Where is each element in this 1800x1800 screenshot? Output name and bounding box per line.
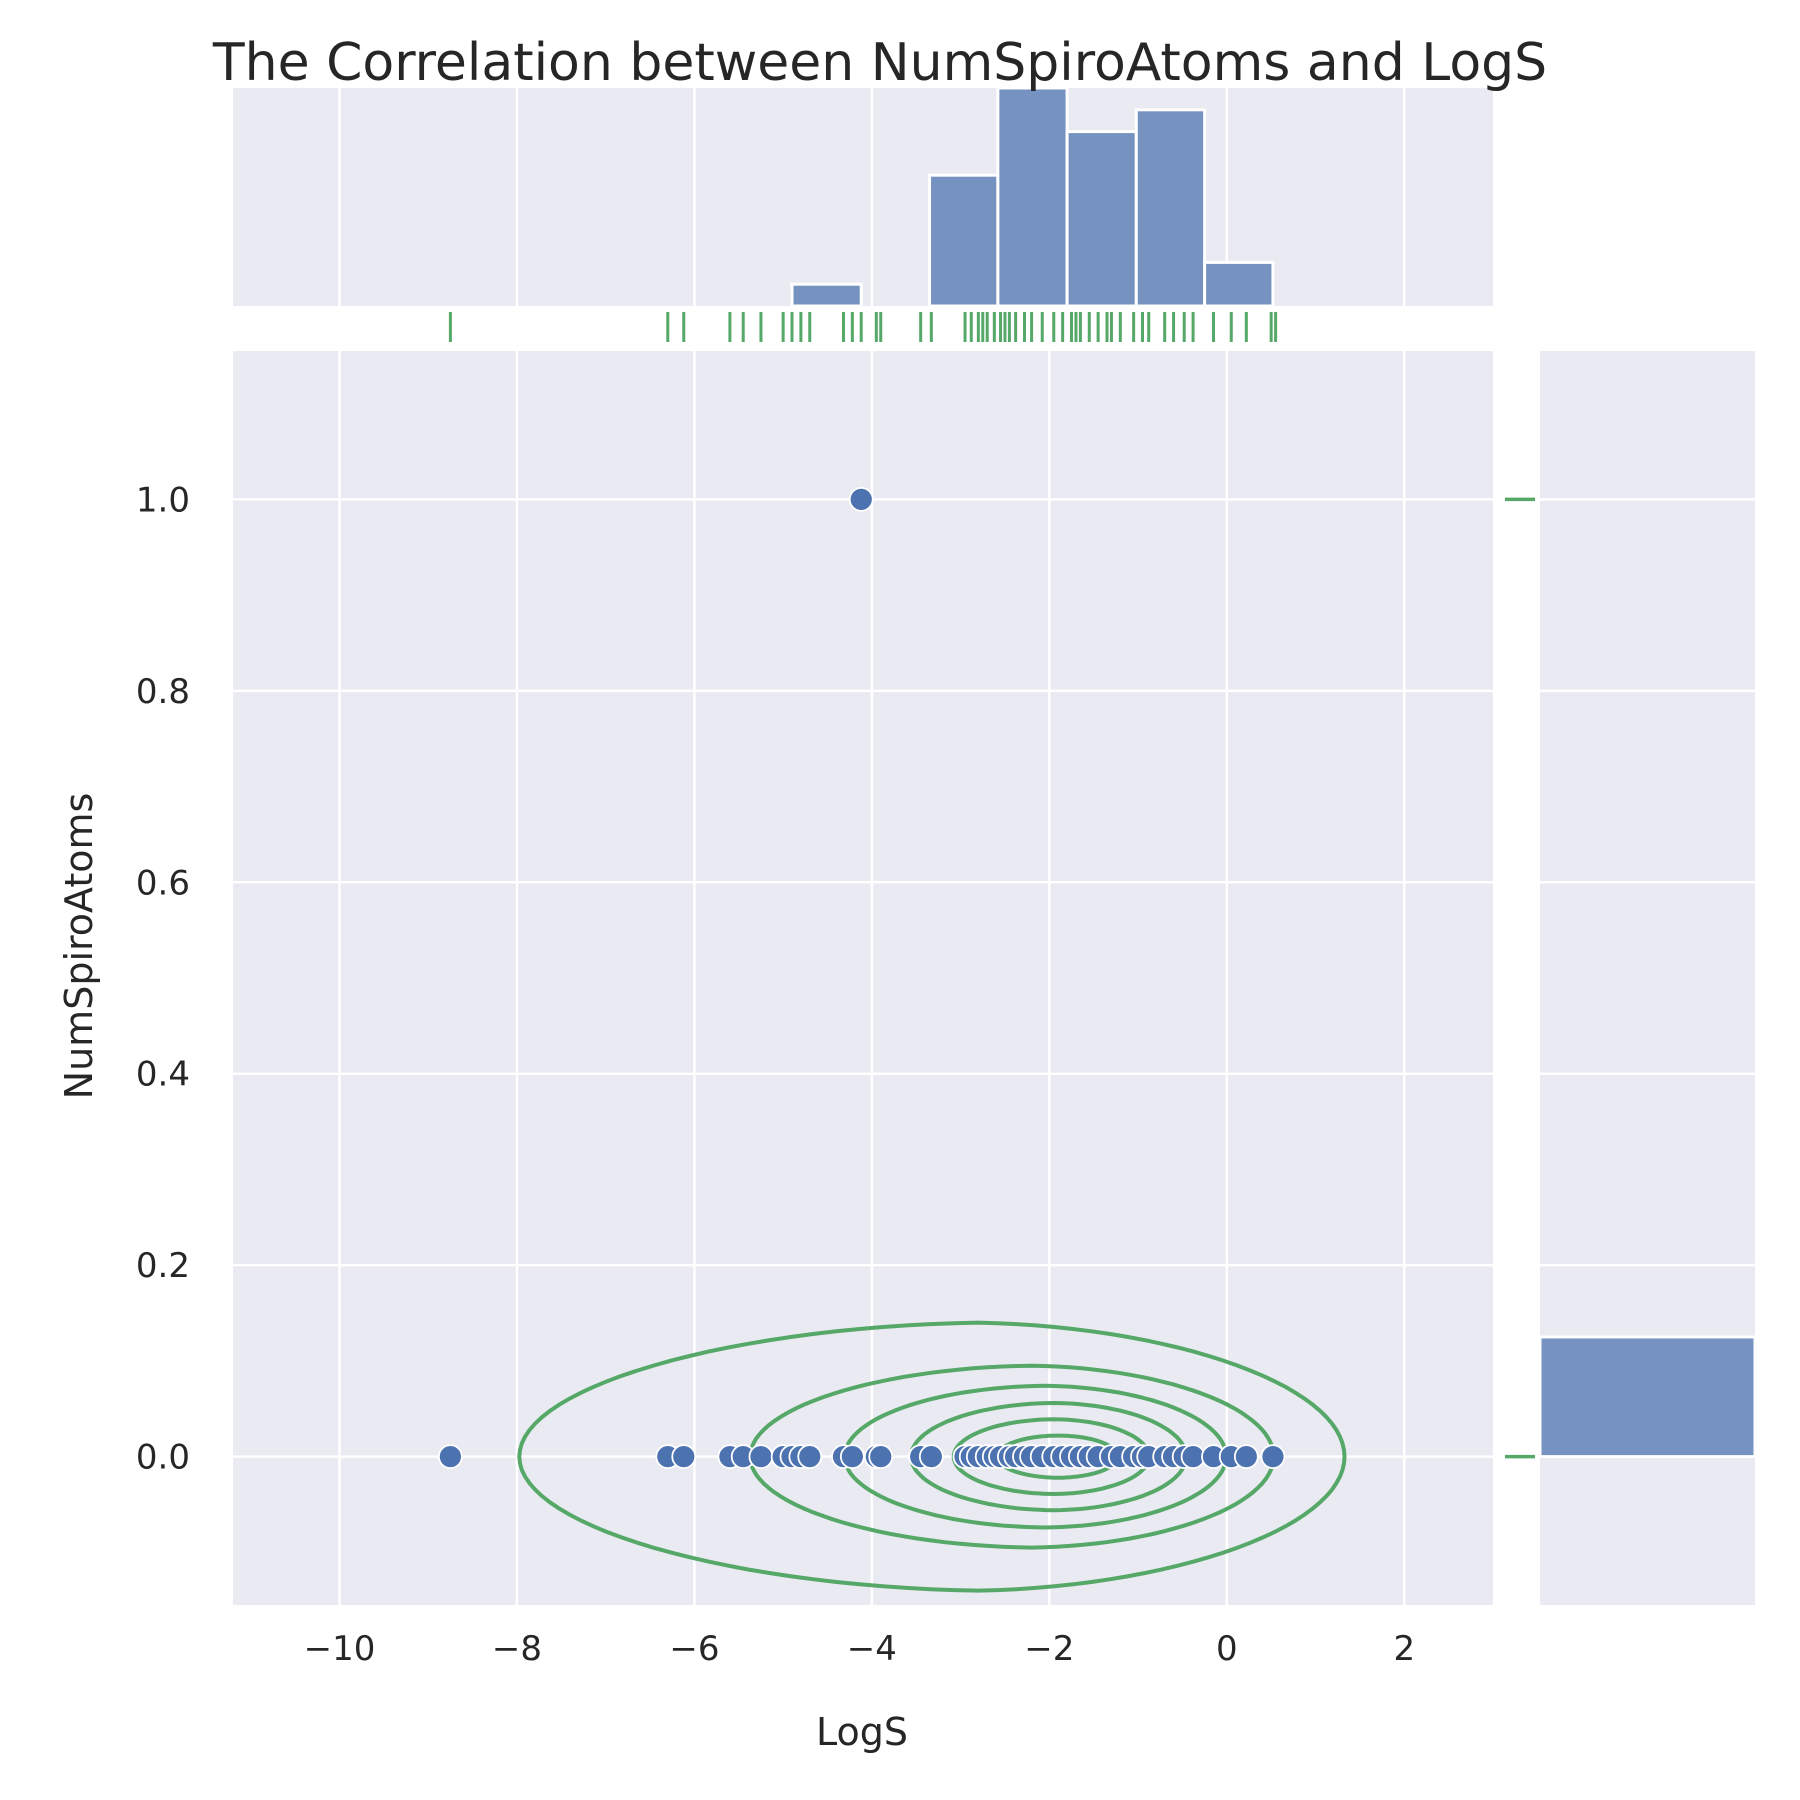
y-tick-label: 0.8 (136, 672, 190, 712)
scatter-point (868, 1444, 894, 1470)
kde-contour (517, 1320, 1347, 1593)
x-tick-label: −8 (492, 1629, 542, 1669)
x-tick-label: 0 (1216, 1629, 1238, 1669)
x-axis-label: LogS (816, 1710, 908, 1754)
y-histogram-bar (1538, 1335, 1757, 1459)
x-histogram-bar (928, 173, 1000, 308)
x-tick-label: 2 (1393, 1629, 1415, 1669)
scatter-point (671, 1444, 697, 1470)
x-tick-label: −6 (669, 1629, 719, 1669)
scatter-point (918, 1444, 944, 1470)
x-histogram-bar (790, 282, 863, 308)
y-tick-label: 0.6 (136, 863, 190, 903)
x-histogram-bar (996, 86, 1069, 308)
scatter-point (797, 1444, 823, 1470)
y-tick-label: 0.2 (136, 1246, 190, 1286)
chart-title: The Correlation between NumSpiroAtoms an… (212, 33, 1547, 93)
y-tick-label: 0.0 (136, 1438, 190, 1478)
x-tick-label: −4 (847, 1629, 897, 1669)
y-tick-label: 1.0 (136, 480, 190, 520)
scatter-point (839, 1444, 865, 1470)
joint-background (233, 351, 1493, 1605)
x-histogram-bar (1203, 260, 1275, 308)
scatter-point (1260, 1444, 1286, 1470)
x-tick-label: −10 (304, 1629, 376, 1669)
right-marginal-panel (1505, 351, 1757, 1605)
x-tick-label: −2 (1024, 1629, 1074, 1669)
rug-background (233, 306, 1493, 351)
x-histogram-bar (1134, 108, 1207, 308)
scatter-point (1233, 1444, 1259, 1470)
scatter-point (748, 1444, 774, 1470)
joint-panel (233, 351, 1493, 1605)
scatter-point (437, 1444, 463, 1470)
scatter-point (848, 486, 874, 512)
tick-labels: −10 −8 −6 −4 −2 0 2 0.0 0.2 0.4 0.6 0.8 1.0 (136, 480, 1415, 1669)
x-histogram-bar (1065, 130, 1138, 308)
top-marginal-background (233, 88, 1493, 306)
y-tick-label: 0.4 (136, 1055, 190, 1095)
y-axis-label: NumSpiroAtoms (57, 793, 101, 1100)
top-marginal-panel (233, 86, 1493, 351)
